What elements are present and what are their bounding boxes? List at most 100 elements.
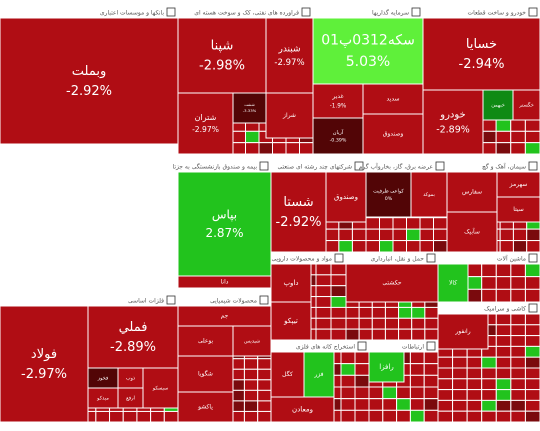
expand-icon[interactable]	[259, 161, 269, 171]
sector-panel[interactable]: فراورده های نفتی، کک و سوخت هسته ای شپنا -…	[177, 5, 314, 155]
symbol-tile[interactable]	[437, 263, 469, 303]
sector-panel[interactable]: بیمه و صندوق بازنشستگی به جزتا بپاس 2.87% د…	[172, 159, 272, 289]
sector-panel[interactable]: حمل و نقل، انبارداری حکشتی	[345, 251, 439, 341]
filler-cell	[524, 119, 540, 132]
sector-panel[interactable]: استخراج کانه های فلزی کگل فزر ومعادن	[270, 339, 370, 423]
symbol-tile[interactable]	[368, 351, 405, 383]
symbol-tile[interactable]	[270, 263, 312, 303]
sector-panel[interactable]: سیمان، آهک و گچ سفارس سهرمز سآبیک سیتا	[446, 159, 540, 253]
sector-panel[interactable]: عرضه برق، گاز، بخاروآب گرم کواعی ظرفیت 0% ب…	[359, 159, 448, 253]
symbol-tile[interactable]	[177, 391, 234, 423]
symbol-tile[interactable]	[177, 92, 234, 155]
filler-cell	[499, 228, 514, 242]
expand-icon[interactable]	[528, 161, 538, 171]
expand-icon[interactable]	[426, 253, 436, 263]
symbol-tile[interactable]	[437, 313, 489, 350]
symbol-tile[interactable]	[362, 113, 424, 155]
filler-cell	[419, 217, 434, 230]
symbol-tile[interactable]	[177, 171, 272, 277]
symbol-tile[interactable]	[312, 17, 424, 85]
filler-cell	[330, 285, 347, 298]
symbol-tile[interactable]	[496, 171, 540, 198]
filler-cell	[495, 399, 512, 412]
symbol-tile[interactable]	[265, 92, 314, 139]
filler-cell	[163, 410, 179, 423]
filler-cell	[510, 276, 526, 290]
filler-cell	[243, 379, 259, 391]
symbol-tile[interactable]	[512, 89, 540, 121]
filler-cell	[437, 410, 454, 423]
expand-icon[interactable]	[528, 253, 538, 263]
filler-cell	[340, 363, 356, 376]
filler-cell	[285, 142, 300, 155]
symbol-tile[interactable]	[345, 263, 439, 303]
filler-cell	[466, 288, 483, 303]
sector-title: بیمه و صندوق بازنشستگی به جزتا	[172, 163, 257, 171]
symbol-tile[interactable]	[265, 17, 314, 94]
symbol-tile[interactable]	[232, 325, 272, 357]
symbol-tile[interactable]	[0, 17, 179, 145]
symbol-tile[interactable]	[270, 171, 327, 253]
symbol-tile[interactable]	[496, 196, 540, 223]
symbol-tile[interactable]	[362, 83, 424, 115]
expand-icon[interactable]	[426, 341, 436, 351]
filler-cell	[379, 240, 394, 253]
filler-cell	[481, 410, 497, 423]
expand-icon[interactable]	[334, 253, 344, 263]
symbol-tile[interactable]	[270, 396, 335, 423]
sector-panel[interactable]: بانکها و موسسات اعتباری وبملت -2.92%	[0, 5, 179, 145]
filler-cell	[392, 228, 407, 242]
symbol-tile[interactable]	[270, 351, 305, 398]
expand-icon[interactable]	[354, 161, 364, 171]
expand-icon[interactable]	[259, 295, 269, 305]
filler-cell	[510, 313, 526, 326]
filler-cell	[315, 263, 332, 276]
sector-panel[interactable]: کاشی و سرامیک رانفور	[437, 301, 540, 423]
filler-cell	[379, 228, 394, 242]
symbol-tile[interactable]	[482, 89, 514, 121]
filler-cell	[398, 317, 413, 330]
sector-title: حمل و نقل، انبارداری	[371, 256, 425, 263]
symbol-tile[interactable]	[312, 117, 364, 155]
symbol-tile[interactable]	[0, 305, 89, 423]
sector-panel[interactable]: مواد و محصولات دارویی داوپ تیپکو	[270, 251, 347, 341]
expand-icon[interactable]	[528, 7, 538, 17]
sector-panel[interactable]: محصولات شیمیایی جم بوعلی شگویا پاکشو شپدیس	[177, 293, 272, 423]
expand-icon[interactable]	[528, 303, 538, 313]
filler-cell	[243, 368, 259, 381]
symbol-name: خبهمن	[491, 103, 505, 109]
symbol-tile[interactable]	[142, 367, 179, 409]
symbol-tile[interactable]	[365, 171, 412, 218]
sector-panel[interactable]: خودرو و ساخت قطعات خسایا -2.94% خودرو -2.89%…	[422, 5, 540, 155]
filler-cell	[524, 399, 540, 412]
symbol-name: میدکو	[96, 396, 109, 402]
expand-icon[interactable]	[166, 7, 176, 17]
symbol-tile[interactable]	[87, 305, 179, 369]
symbol-tile[interactable]	[312, 83, 364, 119]
expand-icon[interactable]	[411, 7, 421, 17]
symbol-tile[interactable]	[325, 171, 367, 223]
filler-cell	[466, 389, 483, 401]
sector-panel[interactable]: ماشین آلات کالا	[437, 251, 540, 303]
sector-panel[interactable]: سرمایه گذاریها سکه0312پ01 5.03% غدیر -1.9% آر…	[312, 5, 424, 155]
symbol-tile[interactable]	[422, 89, 484, 155]
expand-icon[interactable]	[166, 295, 176, 305]
filler-cell	[424, 317, 439, 330]
symbol-tile[interactable]	[422, 17, 540, 91]
expand-icon[interactable]	[301, 7, 311, 17]
filler-cell	[258, 142, 273, 155]
expand-icon[interactable]	[435, 161, 445, 171]
symbol-name: بوعلی	[198, 338, 214, 345]
symbol-tile[interactable]	[303, 351, 335, 398]
symbol-tile[interactable]	[177, 17, 267, 94]
symbol-tile[interactable]	[177, 355, 234, 393]
symbol-tile[interactable]	[270, 301, 312, 341]
filler-cell	[452, 367, 468, 380]
sector-panel[interactable]: شرکتهای چند رشته ای صنعتی شستا -2.92% وصندو…	[270, 159, 367, 253]
sector-panel[interactable]: ارتباطات رافزا	[368, 339, 439, 423]
sector-panel[interactable]: فلزات اساسی فولاد -2.97% فملي -2.89% فخوز میدک…	[0, 293, 179, 423]
symbol-tile[interactable]	[410, 171, 448, 218]
expand-icon[interactable]	[357, 341, 367, 351]
symbol-name: شبندر	[277, 44, 300, 54]
symbol-name: رافزا	[379, 363, 393, 371]
